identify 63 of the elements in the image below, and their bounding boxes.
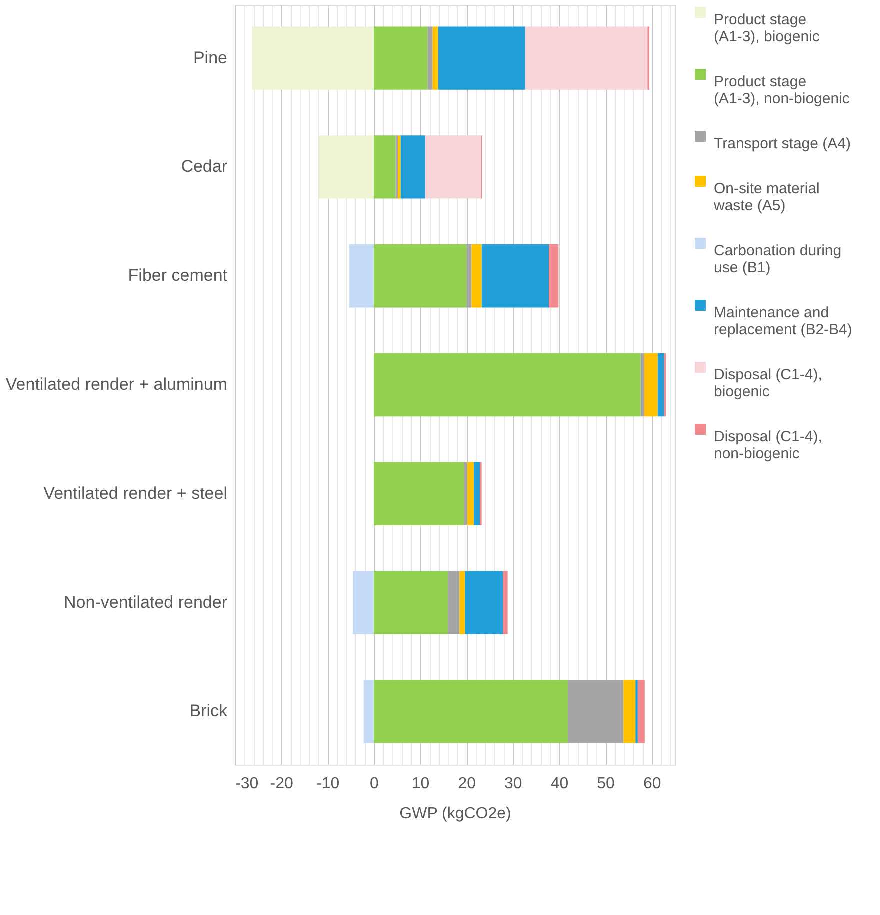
legend-label: Disposal (C1-4), biogenic	[714, 366, 822, 400]
x-tick-label: 50	[597, 776, 616, 792]
bar	[568, 680, 624, 744]
x-tick-label: 10	[412, 776, 430, 792]
x-tick-label: 60	[643, 776, 662, 792]
y-tick-label: Fiber cement	[128, 266, 228, 286]
bar	[374, 680, 568, 744]
bar	[472, 244, 482, 308]
y-tick-label: Brick	[190, 702, 228, 721]
bar	[425, 136, 482, 199]
bar	[644, 353, 658, 417]
bar	[432, 26, 438, 90]
legend-label: Product stage (A1-3), biogenic	[714, 12, 820, 46]
bar	[640, 353, 644, 417]
y-tick-label: Non-ventilated render	[64, 592, 228, 612]
x-axis-title: GWP (kgCO2e)	[400, 806, 512, 822]
legend-label: Product stage (A1-3), non-biogenic	[714, 74, 850, 108]
bar	[549, 244, 559, 308]
x-tick-label: -20	[270, 776, 294, 792]
bar	[468, 462, 474, 526]
bar	[364, 680, 374, 744]
x-tick-label: -10	[316, 776, 340, 792]
legend-label: On-site material waste (A5)	[713, 180, 820, 214]
bar	[374, 136, 396, 199]
bar	[374, 26, 428, 90]
y-tick-label: Ventilated render + aluminum	[6, 375, 228, 394]
bar	[374, 571, 448, 634]
bar	[465, 571, 504, 634]
legend-label: Carbonation during use (B1)	[714, 242, 842, 276]
legend-label: Transport stage (A4)	[714, 136, 852, 152]
bar	[318, 136, 374, 199]
bar	[400, 136, 426, 199]
bar	[374, 244, 467, 308]
bar	[398, 136, 401, 199]
bar	[503, 571, 508, 634]
bar	[252, 26, 374, 90]
bar	[428, 26, 433, 90]
bar	[525, 26, 648, 90]
bar	[374, 462, 464, 526]
bar	[438, 26, 526, 90]
bar	[353, 571, 374, 634]
bar	[658, 353, 664, 417]
bar	[464, 462, 468, 526]
x-tick-label: 0	[370, 776, 379, 792]
y-tick-label: Ventilated render + steel	[44, 484, 228, 503]
y-tick-label: Cedar	[181, 157, 228, 176]
legend-label: Disposal (C1-4), non-biogenic	[714, 428, 822, 462]
bar	[466, 244, 472, 308]
bar	[474, 462, 480, 526]
x-tick-label: -30	[236, 776, 259, 792]
x-tick-label: 20	[458, 776, 476, 792]
x-tick-label: 30	[504, 776, 522, 792]
bar	[349, 244, 374, 308]
bar	[460, 571, 466, 634]
y-tick-label: Pine	[193, 48, 228, 68]
bar	[624, 680, 636, 744]
bar	[374, 353, 641, 417]
bar	[638, 680, 645, 744]
legend-label: Maintenance and replacement (B2-B4)	[714, 304, 852, 338]
bar	[448, 571, 460, 634]
bar	[482, 244, 550, 308]
bar	[396, 136, 398, 199]
x-tick-label: 40	[550, 776, 569, 792]
